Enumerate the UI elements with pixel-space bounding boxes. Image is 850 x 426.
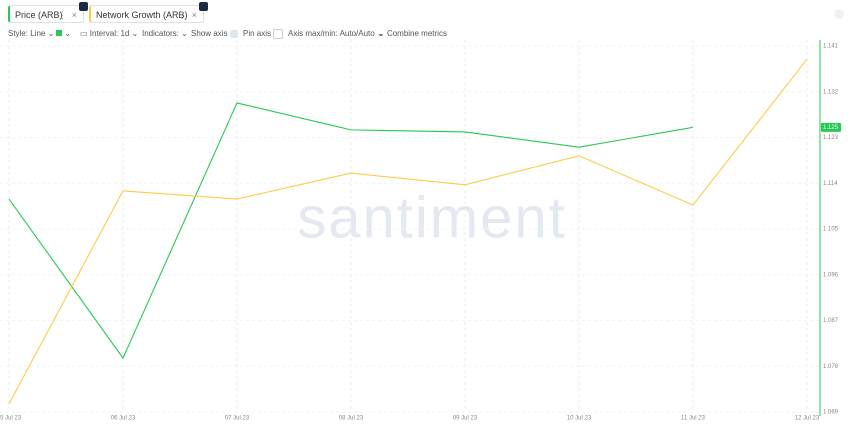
y-tick-label: 1.141 [823, 44, 839, 50]
tab-label: Network Growth (ARB) [96, 10, 188, 20]
combine-metrics[interactable]: ⌄ Combine metrics [378, 29, 447, 38]
interval-select[interactable]: ▭ Interval: 1d ⌄ [80, 29, 139, 38]
label: Pin axis [243, 29, 272, 38]
label: Style: Line [8, 29, 46, 38]
y-tick-label: 1.114 [823, 181, 838, 187]
y-tick-label: 1.096 [823, 272, 839, 278]
series-line [8, 58, 808, 405]
y-tick-label: 1.105 [823, 227, 839, 233]
style-select[interactable]: Style: Line ⌄ [8, 29, 55, 38]
metric-tab[interactable]: Price (ARB) ⋮ × [8, 5, 84, 23]
series-line [8, 102, 694, 360]
x-tick-label: 12 Jul 23 [795, 416, 820, 422]
x-tick-label: 10 Jul 23 [567, 416, 592, 422]
y-tick-label: 1.087 [823, 318, 839, 324]
tab-label: Price (ARB) [15, 10, 63, 20]
label: Axis max/min: Auto/Auto [288, 29, 375, 38]
y-tick-label: 1.123 [823, 135, 839, 141]
y-tick-label: 1.078 [823, 364, 839, 370]
last-value-label: 1.125 [823, 125, 839, 131]
close-icon[interactable]: ⋮ × [57, 10, 77, 20]
label: Interval: 1d [89, 29, 130, 38]
last-value-badge [821, 122, 841, 132]
indicators-select[interactable]: Indicators: ⌄ [142, 29, 188, 38]
show-axis[interactable]: Show axis [191, 28, 238, 39]
pin-axis[interactable]: Pin axis [243, 28, 284, 39]
color-select[interactable]: ⌄ [56, 28, 71, 39]
label: Show axis [191, 29, 228, 38]
label: Combine metrics [386, 29, 447, 38]
x-tick-label: 05 Jul 23 [0, 416, 22, 422]
y-tick-label: 1.132 [823, 89, 839, 95]
x-tick-label: 07 Jul 23 [225, 416, 250, 422]
x-tick-label: 06 Jul 23 [111, 416, 136, 422]
badge [79, 2, 88, 11]
close-icon[interactable]: ⋮ × [177, 10, 197, 20]
watermark: santiment [297, 185, 566, 250]
x-tick-label: 09 Jul 23 [453, 416, 478, 422]
label: Indicators: [142, 29, 179, 38]
metric-tab[interactable]: Network Growth (ARB) ⋮ × [89, 5, 204, 23]
x-tick-label: 08 Jul 23 [339, 416, 364, 422]
settings-icon[interactable] [834, 9, 844, 19]
badge [199, 2, 208, 11]
axis-minmax[interactable]: Axis max/min: Auto/Auto ⌄ [288, 29, 384, 38]
y-tick-label: 1.069 [823, 410, 839, 416]
x-tick-label: 11 Jul 23 [681, 416, 706, 422]
